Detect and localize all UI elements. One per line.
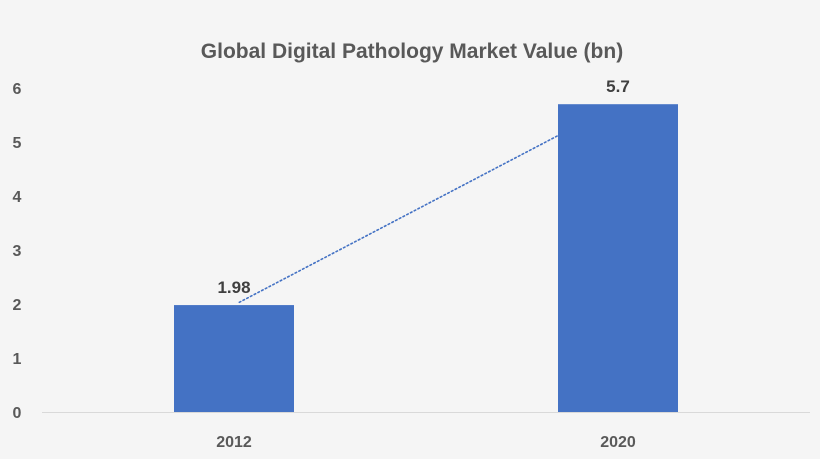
data-labels: 1.98 5.7 [217,77,629,297]
x-tick-label-2020: 2020 [600,434,636,451]
y-tick-label: 2 [13,297,22,314]
bar-2012 [174,305,294,412]
y-tick-label: 6 [13,81,22,98]
data-label-2020: 5.7 [606,77,630,96]
y-tick-label: 1 [13,351,22,368]
y-tick-label: 5 [13,135,22,152]
y-tick-label: 4 [13,189,22,206]
x-tick-label-2012: 2012 [216,434,252,451]
data-label-2012: 1.98 [217,278,250,297]
y-tick-label: 3 [13,243,22,260]
trendline-group [238,134,559,304]
trendline [238,134,559,304]
chart-title: Global Digital Pathology Market Value (b… [201,40,623,63]
bars [174,104,678,412]
y-axis-ticks: 0 1 2 3 4 5 6 [13,81,22,422]
x-axis-ticks: 2012 2020 [216,434,636,451]
bar-2020 [558,104,678,412]
y-tick-label: 0 [13,405,22,422]
